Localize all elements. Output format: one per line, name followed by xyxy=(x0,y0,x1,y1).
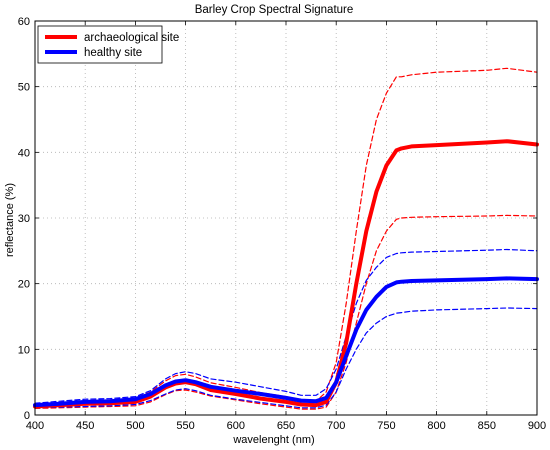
chart-title: Barley Crop Spectral Signature xyxy=(195,4,354,16)
x-tick-label: 650 xyxy=(277,420,295,432)
y-tick-label: 20 xyxy=(18,279,30,291)
y-tick-label: 40 xyxy=(18,147,30,159)
legend-label-healthy: healthy site xyxy=(84,47,142,59)
x-tick-label: 450 xyxy=(76,420,94,432)
y-tick-label: 10 xyxy=(18,344,30,356)
grid xyxy=(35,21,537,415)
y-tick-label: 60 xyxy=(18,16,30,28)
y-tick-label: 30 xyxy=(18,213,30,225)
x-tick-label: 850 xyxy=(478,420,496,432)
x-tick-label: 400 xyxy=(26,420,44,432)
x-tick-label: 800 xyxy=(427,420,445,432)
x-tick-label: 550 xyxy=(176,420,194,432)
ticks: 400 450 500 550 600 650 700 750 800 850 900 0 10 20 30… xyxy=(18,16,546,432)
legend-box xyxy=(37,25,163,64)
x-tick-label: 500 xyxy=(126,420,144,432)
legend: archaeological site healthy site xyxy=(37,25,179,64)
series-line-dashed-red xyxy=(34,67,538,406)
series-line-archaeological-site xyxy=(33,139,539,409)
series-line-dashed-blue xyxy=(34,248,538,404)
series-line-dashed-red xyxy=(34,214,538,410)
x-tick-label: 700 xyxy=(327,420,345,432)
x-axis-title: wavelenght (nm) xyxy=(232,434,314,446)
x-tick-label: 600 xyxy=(227,420,245,432)
y-tick-label: 50 xyxy=(18,82,30,94)
y-tick-label: 0 xyxy=(24,410,30,422)
x-tick-label: 900 xyxy=(528,420,546,432)
series-line-dashed-blue xyxy=(34,307,538,409)
y-axis-title: reflectance (%) xyxy=(4,183,16,257)
series-line-healthy-site xyxy=(33,276,539,408)
series-layer xyxy=(33,67,539,410)
x-tick-label: 750 xyxy=(377,420,395,432)
legend-label-archaeological: archaeological site xyxy=(84,32,179,44)
